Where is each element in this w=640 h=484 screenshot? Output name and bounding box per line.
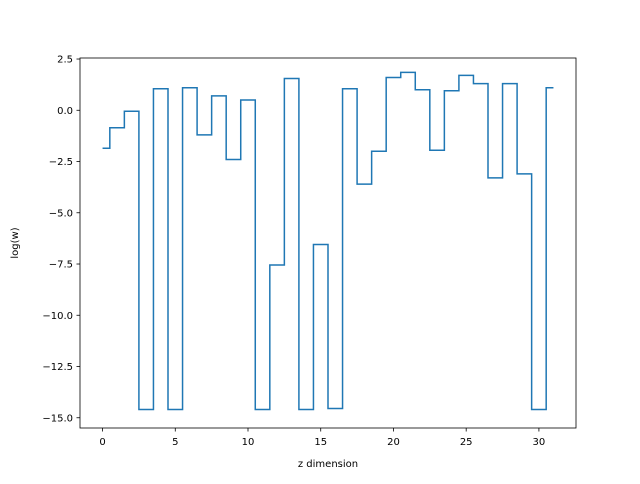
x-tick-label: 20: [387, 437, 400, 448]
y-tick-label: −12.5: [42, 362, 73, 373]
y-tick-label: −2.5: [49, 157, 73, 168]
y-axis-ticks: 2.5 0.0 −2.5 −5.0 −7.5 −10.0 −12.5 −15.0: [42, 55, 80, 424]
y-tick-label: −15.0: [42, 413, 73, 424]
x-tick-label: 30: [533, 437, 546, 448]
x-axis-label: z dimension: [298, 459, 358, 470]
y-axis-label: log(w): [10, 227, 21, 258]
series-line: [102, 71, 554, 411]
y-tick-label: −5.0: [49, 208, 73, 219]
x-tick-label: 15: [314, 437, 327, 448]
y-tick-label: 2.5: [57, 55, 73, 66]
x-tick-label: 25: [460, 437, 473, 448]
x-tick-label: 10: [242, 437, 255, 448]
x-tick-label: 0: [99, 437, 105, 448]
y-tick-label: −7.5: [49, 260, 73, 271]
plot-area-frame: [79, 57, 577, 429]
x-tick-label: 5: [172, 437, 178, 448]
y-tick-label: 0.0: [57, 106, 73, 117]
x-axis-ticks: 0 5 10 15 20 25 30: [99, 428, 545, 448]
y-tick-label: −10.0: [42, 311, 73, 322]
